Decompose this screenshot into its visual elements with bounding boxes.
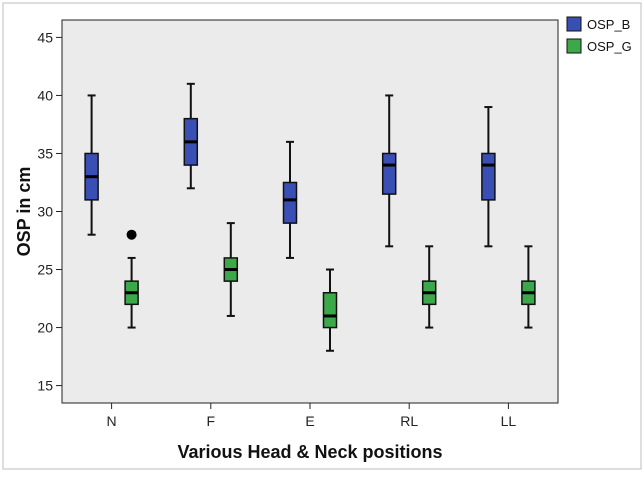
y-tick-label: 30 — [37, 204, 53, 220]
iqr-box — [322, 291, 338, 329]
outlier-point — [126, 229, 137, 240]
box-osp-b-rl — [381, 94, 397, 248]
figure-frame — [2, 2, 642, 470]
plot-area — [61, 19, 559, 404]
x-tick-label: LL — [501, 413, 517, 429]
y-tick-label: 15 — [37, 378, 53, 394]
box-osp-b-f — [183, 82, 199, 190]
x-tick-label: N — [107, 413, 117, 429]
y-tick-label: 40 — [37, 87, 53, 103]
box-osp-b-e — [282, 140, 298, 259]
legend: OSP_B OSP_G — [566, 16, 632, 54]
legend-item-osp-g: OSP_G — [566, 38, 632, 54]
x-tick-label: E — [305, 413, 314, 429]
y-tick-label: 25 — [37, 262, 53, 278]
iqr-box — [282, 181, 298, 224]
box-osp-b-n — [84, 94, 99, 236]
y-axis-label: OSP in cm — [14, 167, 34, 257]
y-tick-label: 35 — [37, 145, 53, 161]
y-tick-label: 45 — [37, 29, 53, 45]
y-tick-label: 20 — [37, 320, 53, 336]
y-axis: 15 20 25 30 35 40 45 — [37, 29, 62, 394]
box-osp-b-ll — [481, 106, 496, 248]
box-osp-g-f — [223, 222, 239, 317]
box-osp-g-e — [322, 268, 338, 352]
legend-label: OSP_G — [587, 39, 632, 54]
legend-item-osp-b: OSP_B — [566, 16, 630, 32]
legend-swatch — [566, 16, 582, 32]
x-tick-label: RL — [400, 413, 418, 429]
legend-swatch — [566, 38, 582, 54]
iqr-box — [381, 152, 397, 195]
x-axis-label: Various Head & Neck positions — [177, 442, 442, 462]
x-tick-label: F — [207, 413, 216, 429]
legend-label: OSP_B — [587, 17, 630, 32]
iqr-box — [481, 152, 496, 201]
box-osp-g-ll — [521, 245, 536, 329]
box-osp-g-n — [124, 229, 139, 329]
box-osp-g-rl — [421, 245, 437, 329]
box-series-group — [84, 82, 536, 352]
x-axis: N F E RL LL — [107, 403, 517, 429]
